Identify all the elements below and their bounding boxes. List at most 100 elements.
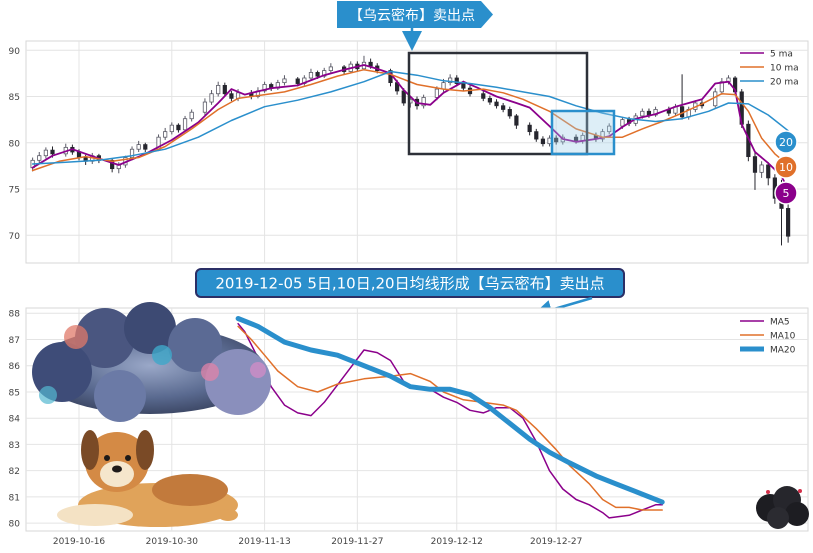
bottom-line-ma20	[235, 316, 665, 505]
candle-body	[169, 124, 174, 133]
legend-label-MA5: MA5	[770, 318, 790, 328]
candle-body	[37, 155, 42, 161]
candle-body	[229, 93, 234, 99]
candle-body	[262, 84, 267, 92]
top-y-tick-label: 70	[9, 232, 21, 242]
legend-label-MA10: MA10	[770, 332, 796, 342]
bottom-ma-lines	[235, 316, 665, 519]
candle-body	[216, 85, 221, 95]
candle-body	[461, 83, 466, 89]
candle-body	[368, 61, 373, 67]
candle-body	[182, 118, 188, 131]
candle-body	[786, 208, 791, 237]
x-tick-label: 2019-10-30	[146, 537, 199, 547]
bottom-y-tick-label: 82	[9, 467, 20, 477]
candle-body	[163, 131, 168, 138]
candle-body	[50, 149, 55, 155]
top-legend: 5 ma 10 ma 20 ma	[740, 50, 799, 88]
x-axis: 2019-10-16 2019-10-30 2019-11-13 2019-11-27…	[53, 537, 582, 547]
candle-body	[401, 90, 406, 104]
bottom-y-axis: 80 81 82 83 84 85 86 87 88	[9, 310, 21, 530]
top-ma-lines	[31, 64, 789, 191]
candle-body	[421, 97, 426, 107]
candle-body	[136, 144, 141, 150]
legend-label-20ma: 20 ma	[770, 78, 799, 88]
dark-cloud-zone-box	[407, 51, 589, 156]
badge-20-circle	[774, 130, 798, 154]
x-tick-label: 2019-11-13	[238, 537, 290, 547]
legend-label-10ma: 10 ma	[770, 64, 799, 74]
candle-body	[507, 109, 512, 117]
top-gridlines	[26, 41, 808, 263]
candle-body	[222, 85, 227, 95]
x-tick-label: 2019-12-27	[530, 537, 582, 547]
candle-body	[110, 159, 115, 170]
candle-body	[176, 124, 181, 131]
bottom-y-tick-label: 83	[9, 441, 20, 451]
candle-body	[540, 138, 546, 145]
ma-badges: 20 10 5	[774, 130, 798, 205]
top-callout: 【乌云密布】卖出点	[337, 1, 493, 51]
candle-body	[620, 119, 625, 127]
candle-body	[454, 77, 459, 84]
badge-10-circle	[774, 155, 798, 179]
badge-20: 20	[779, 136, 793, 149]
top-line-ma10	[31, 68, 789, 172]
candle-body	[448, 77, 453, 84]
x-tick-label: 2019-10-16	[53, 537, 106, 547]
dog-illustration	[57, 430, 238, 527]
top-line-ma5	[31, 64, 789, 191]
candle-body	[308, 72, 314, 79]
candle-body	[481, 93, 486, 99]
candle-body	[295, 78, 300, 84]
candle-body	[501, 105, 506, 110]
candle-body	[766, 164, 771, 179]
mid-callout-label: 2019-12-05 5日,10日,20日均线形成【乌云密布】卖出点	[215, 275, 604, 293]
bottom-y-tick-label: 80	[9, 520, 21, 530]
candle-body	[487, 97, 492, 103]
candle-body	[514, 115, 519, 126]
top-plot-frame	[25, 40, 809, 264]
candle-body	[547, 137, 552, 145]
top-callout-shape	[337, 1, 493, 28]
sell-point-zone-box	[550, 109, 616, 156]
candle-body	[527, 124, 532, 133]
candle-body	[129, 148, 135, 158]
top-y-tick-label: 90	[9, 47, 21, 57]
bottom-y-tick-label: 86	[9, 362, 21, 372]
bottom-y-tick-label: 85	[9, 388, 20, 398]
badge-10: 10	[779, 161, 793, 174]
candle-body	[209, 93, 214, 103]
candle-body	[600, 131, 605, 140]
candle-body	[607, 125, 612, 133]
bottom-y-tick-label: 87	[9, 336, 20, 346]
badge-5-circle	[774, 181, 798, 205]
candle-body	[441, 82, 446, 90]
x-tick-label: 2019-12-12	[431, 537, 483, 547]
badge-5: 5	[783, 187, 790, 200]
top-callout-label: 【乌云密布】卖出点	[349, 7, 475, 24]
candle-body	[43, 149, 48, 157]
candle-body	[640, 110, 645, 117]
candle-body	[434, 88, 439, 98]
candle-body	[282, 78, 287, 84]
legend-label-MA20: MA20	[770, 346, 796, 356]
candle-body	[554, 137, 559, 143]
mid-callout: 2019-12-05 5日,10日,20日均线形成【乌云密布】卖出点	[195, 268, 625, 320]
storm-cloud-illustration	[32, 302, 271, 422]
candle-body	[143, 144, 148, 150]
candle-body	[713, 91, 718, 107]
bottom-y-tick-label: 88	[9, 310, 21, 320]
candle-body	[494, 101, 499, 107]
candle-body	[328, 66, 333, 72]
top-y-tick-label: 75	[9, 186, 20, 196]
top-y-tick-label: 80	[9, 139, 21, 149]
candle-body	[759, 164, 764, 173]
top-y-tick-label: 85	[9, 93, 20, 103]
bottom-line-ma10	[237, 325, 663, 511]
x-tick-label: 2019-11-27	[331, 537, 383, 547]
top-line-ma20	[31, 70, 789, 165]
legend-label-5ma: 5 ma	[770, 50, 793, 60]
